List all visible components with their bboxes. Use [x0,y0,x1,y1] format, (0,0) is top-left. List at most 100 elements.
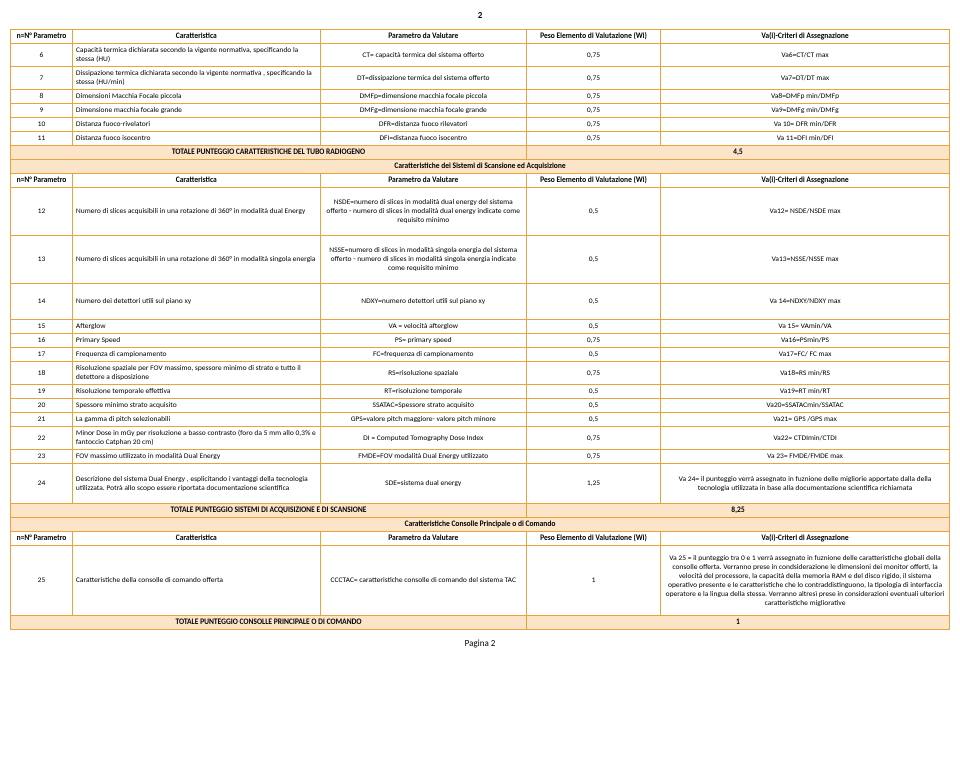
cell-p: RT=risoluzione temporale [320,385,526,399]
cell-w: 0,5 [526,320,660,334]
section-row: Caratteristiche Consolle Principale o di… [11,518,950,532]
total-label: TOTALE PUNTEGGIO CONSOLLE PRINCIPALE O D… [11,616,527,630]
total-label: TOTALE PUNTEGGIO CARATTERISTICHE DEL TUB… [11,146,527,160]
table-row: 7Dissipazione termica dichiarata secondo… [11,67,950,90]
cell-v: Va6=CT/CT max [661,44,950,67]
cell-n: 12 [11,188,73,236]
cell-w: 1 [526,546,660,616]
header-peso: Peso Elemento di Valutazione (Wi) [526,532,660,546]
header-caratteristica: Caratteristica [72,532,320,546]
total-row: TOTALE PUNTEGGIO CONSOLLE PRINCIPALE O D… [11,616,950,630]
table-row: 25Caratteristiche della consolle di coma… [11,546,950,616]
cell-w: 0,75 [526,427,660,450]
cell-v: Va 11=DFI min/DFI [661,132,950,146]
valuation-table: n=N° Parametro Caratteristica Parametro … [10,29,950,630]
header-criteri: Va(i)-Criteri di Assegnazione [661,30,950,44]
table-row: 10Distanza fuoco-rivelatoriDFR=distanza … [11,118,950,132]
cell-v: Va12= NSDE/NSDE max [661,188,950,236]
table-row: 13Numero di slices acquisibili in una ro… [11,236,950,284]
cell-c: Risoluzione temporale effettiva [72,385,320,399]
cell-w: 0,75 [526,132,660,146]
cell-w: 0,75 [526,118,660,132]
page-number-bottom: Pagina 2 [10,638,950,649]
cell-v: Va20=SSATACmin/SSATAC [661,399,950,413]
total-label: TOTALE PUNTEGGIO SISTEMI DI ACQUISIZIONE… [11,504,527,518]
cell-v: Va21= GPS /GPS max [661,413,950,427]
header-row: n=N° Parametro Caratteristica Parametro … [11,532,950,546]
header-parametro: Parametro da Valutare [320,30,526,44]
header-peso: Peso Elemento di Valutazione (Wi) [526,30,660,44]
cell-w: 1,25 [526,464,660,504]
cell-n: 18 [11,362,73,385]
cell-n: 6 [11,44,73,67]
cell-p: DFI=distanza fuoco isocentro [320,132,526,146]
section-row: Caratteristiche dei Sistemi di Scansione… [11,160,950,174]
cell-p: CCCTAC= caratteristiche consolle di coma… [320,546,526,616]
cell-p: FMDE=FOV modalità Dual Energy utilizzato [320,450,526,464]
cell-v: Va 15= VAmin/VA [661,320,950,334]
cell-c: Caratteristiche della consolle di comand… [72,546,320,616]
cell-c: Spessore minimo strato acquisito [72,399,320,413]
cell-c: Distanza fuoco-rivelatori [72,118,320,132]
cell-w: 0,5 [526,188,660,236]
cell-v: Va 24= il punteggio verrà assegnato in f… [661,464,950,504]
cell-w: 0,5 [526,284,660,320]
header-row: n=N° Parametro Caratteristica Parametro … [11,174,950,188]
total-row: TOTALE PUNTEGGIO SISTEMI DI ACQUISIZIONE… [11,504,950,518]
header-row: n=N° Parametro Caratteristica Parametro … [11,30,950,44]
cell-p: PS= primary speed [320,334,526,348]
cell-v: Va9=DMFg min/DMFg [661,104,950,118]
cell-v: Va 14=NDXY/NDXY max [661,284,950,320]
cell-w: 0,5 [526,348,660,362]
header-caratteristica: Caratteristica [72,174,320,188]
total-row: TOTALE PUNTEGGIO CARATTERISTICHE DEL TUB… [11,146,950,160]
cell-c: Primary Speed [72,334,320,348]
cell-w: 0,75 [526,334,660,348]
cell-v: Va 25 = il punteggio tra 0 e 1 verrà ass… [661,546,950,616]
table-row: 18Risoluzione spaziale per FOV massimo, … [11,362,950,385]
cell-n: 9 [11,104,73,118]
header-n: n=N° Parametro [11,532,73,546]
cell-p: NDXY=numero detettori utili sul piano xy [320,284,526,320]
cell-p: SDE=sistema dual energy [320,464,526,504]
cell-w: 0,75 [526,104,660,118]
cell-n: 16 [11,334,73,348]
header-criteri: Va(i)-Criteri di Assegnazione [661,174,950,188]
table-row: 8Dimensioni Macchia Focale piccolaDMFp=d… [11,90,950,104]
table-row: 16Primary SpeedPS= primary speed0,75Va16… [11,334,950,348]
cell-n: 8 [11,90,73,104]
cell-v: Va 23= FMDE/FMDE max [661,450,950,464]
cell-v: Va16=PSmin/PS [661,334,950,348]
cell-n: 13 [11,236,73,284]
cell-n: 10 [11,118,73,132]
cell-v: Va7=DT/DT max [661,67,950,90]
cell-c: Capacità termica dichiarata secondo la v… [72,44,320,67]
cell-c: FOV massimo utilizzato in modalità Dual … [72,450,320,464]
cell-n: 22 [11,427,73,450]
cell-p: DMFp=dimensione macchia focale piccola [320,90,526,104]
cell-w: 0,75 [526,44,660,67]
cell-n: 7 [11,67,73,90]
cell-c: Numero di slices acquisibili in una rota… [72,188,320,236]
cell-n: 11 [11,132,73,146]
header-caratteristica: Caratteristica [72,30,320,44]
cell-n: 17 [11,348,73,362]
header-parametro: Parametro da Valutare [320,532,526,546]
cell-w: 0,75 [526,90,660,104]
cell-c: Dissipazione termica dichiarata secondo … [72,67,320,90]
table-row: 15AfterglowVA = velocità afterglow0,5Va … [11,320,950,334]
table-row: 19Risoluzione temporale effettivaRT=riso… [11,385,950,399]
cell-c: Numero dei detettori utili sul piano xy [72,284,320,320]
cell-c: Risoluzione spaziale per FOV massimo, sp… [72,362,320,385]
header-criteri: Va(i)-Criteri di Assegnazione [661,532,950,546]
cell-w: 0,75 [526,450,660,464]
section-title: Caratteristiche dei Sistemi di Scansione… [11,160,950,174]
cell-c: Descrizione del sistema Dual Energy , es… [72,464,320,504]
cell-v: Va17=FC/ FC max [661,348,950,362]
cell-p: NSSE=numero di slices in modalità singol… [320,236,526,284]
header-n: n=N° Parametro [11,30,73,44]
cell-w: 0,5 [526,236,660,284]
cell-w: 0,5 [526,399,660,413]
cell-p: VA = velocità afterglow [320,320,526,334]
table-row: 9Dimensione macchia focale grandeDMFg=di… [11,104,950,118]
